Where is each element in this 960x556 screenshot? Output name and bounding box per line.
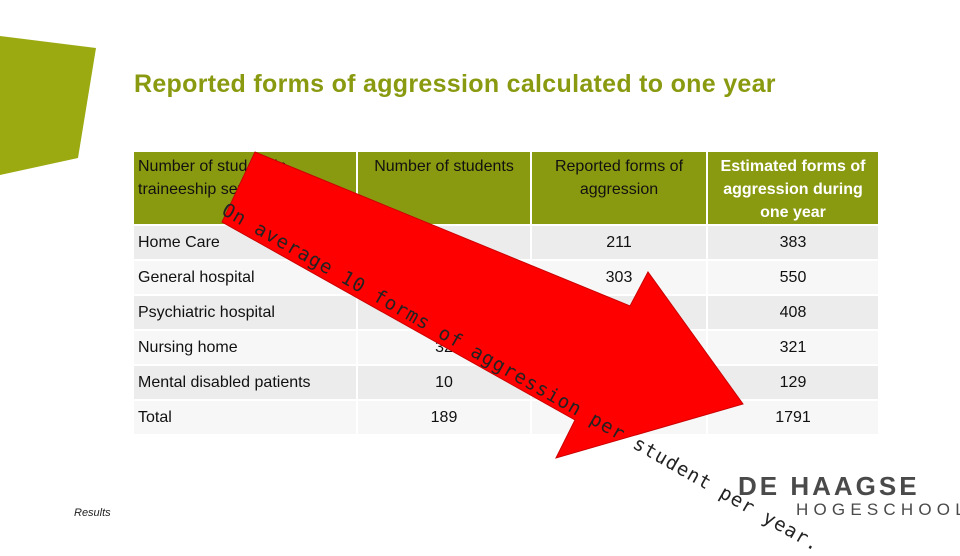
header-students: Number of students xyxy=(358,152,530,224)
cell-estimated: 383 xyxy=(708,226,878,259)
cell-setting: Mental disabled patients xyxy=(134,366,356,399)
cell-setting: Nursing home xyxy=(134,331,356,364)
cell-setting: Total xyxy=(134,401,356,434)
logo-line1: DE HAAGSE xyxy=(738,471,920,501)
aggression-table: Number of student in traineeship setting… xyxy=(132,150,880,436)
header-estimated: Estimated forms of aggression during one… xyxy=(708,152,878,224)
cell-estimated: 408 xyxy=(708,296,878,329)
page-title: Reported forms of aggression calculated … xyxy=(134,70,776,98)
cell-reported: 225 xyxy=(532,296,706,329)
cell-estimated: 129 xyxy=(708,366,878,399)
logo-line2: HOGESCHOOL xyxy=(796,500,960,519)
cell-reported xyxy=(532,331,706,364)
header-reported: Reported forms of aggression xyxy=(532,152,706,224)
cell-reported: 211 xyxy=(532,226,706,259)
table-row: Total 189 987 1791 xyxy=(134,401,878,434)
haagse-hogeschool-logo: DE HAAGSE HOGESCHOOL xyxy=(738,471,960,522)
table-row: Psychiatric hospital 225 408 xyxy=(134,296,878,329)
cell-students: 48 xyxy=(358,226,530,259)
table-row: General hospital 303 550 xyxy=(134,261,878,294)
cell-estimated: 1791 xyxy=(708,401,878,434)
cell-setting: Psychiatric hospital xyxy=(134,296,356,329)
cell-students: 189 xyxy=(358,401,530,434)
section-label: Results xyxy=(74,507,111,519)
cell-estimated: 321 xyxy=(708,331,878,364)
cell-estimated: 550 xyxy=(708,261,878,294)
cell-reported: 303 xyxy=(532,261,706,294)
